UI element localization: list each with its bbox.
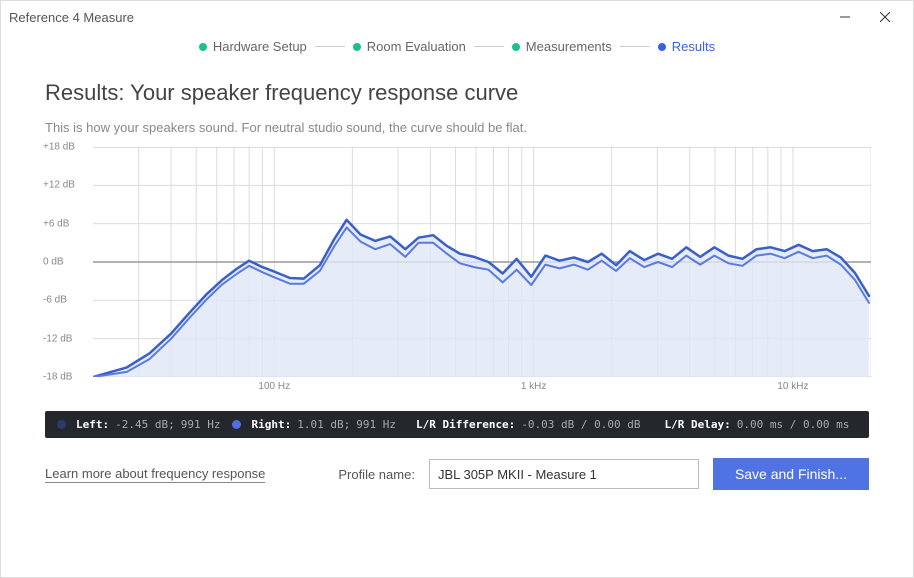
step-dot-icon [658,43,666,51]
learn-more-link[interactable]: Learn more about frequency response [45,466,265,483]
x-axis-tick: 1 kHz [521,381,547,392]
progress-stepper: Hardware Setup Room Evaluation Measurement… [1,33,913,58]
status-lrdelay-label: L/R Delay: [665,418,731,431]
step-room-evaluation[interactable]: Room Evaluation [353,39,466,54]
step-dot-icon [199,43,207,51]
step-measurements[interactable]: Measurements [512,39,612,54]
status-lrdiff-value: -0.03 dB / 0.00 dB [521,418,640,431]
titlebar: Reference 4 Measure [1,1,913,33]
x-axis-tick: 100 Hz [258,381,290,392]
y-axis-tick: 0 dB [43,257,64,268]
status-right-hz: 991 Hz [356,418,396,431]
page-description: This is how your speakers sound. For neu… [45,120,869,135]
profile-name-input[interactable] [429,459,699,489]
status-left-label: Left: [76,418,109,431]
profile-name-label: Profile name: [338,467,415,482]
status-right-label: Right: [251,418,291,431]
app-window: Reference 4 Measure Hardware Setup Room E… [0,0,914,578]
page-title: Results: Your speaker frequency response… [45,80,869,106]
x-axis-tick: 10 kHz [777,381,808,392]
y-axis-tick: -6 dB [43,295,67,306]
step-dot-icon [353,43,361,51]
status-left-hz: 991 Hz [181,418,221,431]
measurement-status-bar: Left: -2.45 dB; 991 Hz Right: 1.01 dB; 9… [45,411,869,438]
minimize-button[interactable] [825,3,865,31]
step-hardware-setup[interactable]: Hardware Setup [199,39,307,54]
status-lrdelay-value: 0.00 ms / 0.00 ms [737,418,850,431]
step-label: Room Evaluation [367,39,466,54]
y-axis-tick: +18 dB [43,142,75,153]
frequency-response-chart: +18 dB+12 dB+6 dB0 dB-6 dB-12 dB-18 dB 1… [45,147,869,395]
y-axis-tick: +6 dB [43,218,69,229]
step-label: Hardware Setup [213,39,307,54]
y-axis-tick: -12 dB [43,333,72,344]
step-results[interactable]: Results [658,39,715,54]
y-axis-tick: -18 dB [43,372,72,383]
status-right-db: 1.01 dB; [297,418,350,431]
window-title: Reference 4 Measure [9,10,134,25]
step-label: Measurements [526,39,612,54]
close-button[interactable] [865,3,905,31]
left-channel-dot-icon [57,420,66,429]
bottom-bar: Learn more about frequency response Prof… [45,458,869,490]
save-and-finish-button[interactable]: Save and Finish... [713,458,869,490]
status-lrdiff-label: L/R Difference: [416,418,515,431]
content-area: Results: Your speaker frequency response… [1,58,913,577]
status-left-db: -2.45 dB; [115,418,175,431]
y-axis-tick: +12 dB [43,180,75,191]
step-dot-icon [512,43,520,51]
right-channel-dot-icon [232,420,241,429]
step-label: Results [672,39,715,54]
